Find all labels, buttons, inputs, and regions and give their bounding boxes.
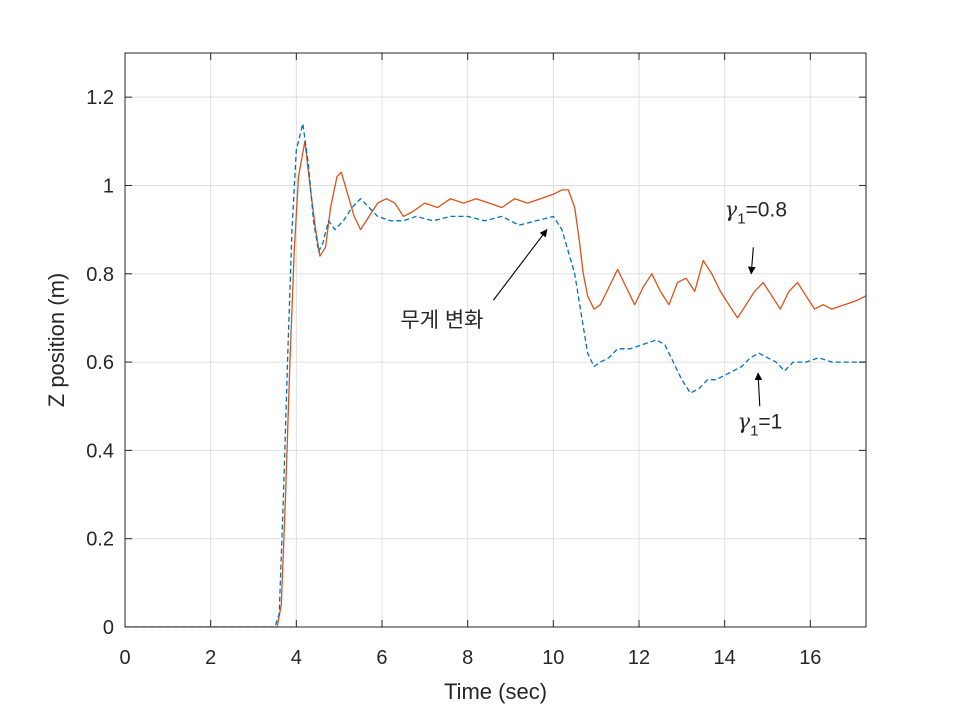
plot-area [125, 53, 866, 627]
x-tick-label: 4 [291, 647, 302, 669]
annotation-label-g08: γ1=0.8 [725, 197, 787, 227]
x-tick-label: 10 [542, 647, 564, 669]
x-axis-label: Time (sec) [444, 679, 547, 704]
x-tick-label: 8 [462, 647, 473, 669]
y-axis-label: Z position (m) [44, 273, 69, 407]
x-tick-label: 6 [376, 647, 387, 669]
y-tick-label: 1 [103, 175, 114, 197]
y-tick-label: 0.2 [86, 529, 114, 551]
y-tick-label: 0.4 [86, 440, 114, 462]
x-tick-label: 12 [628, 647, 650, 669]
plot-frame [124, 52, 867, 628]
y-tick-label: 0 [103, 617, 114, 639]
series-layer [125, 122, 866, 627]
x-tick-label: 0 [119, 647, 130, 669]
grid [125, 53, 866, 627]
y-tick-label: 0.6 [86, 352, 114, 374]
y-tick-label: 1.2 [86, 87, 114, 109]
series-line-dashed [125, 122, 866, 627]
ticks: 0 2 4 6 8 10 12 14 16 0 0.2 0.4 0.6 0.8 1 1.2 [86, 53, 866, 669]
annotation-arrow [754, 372, 763, 407]
annotation-label-g1: γ1=1 [738, 409, 783, 439]
annotations: 무게 변화 γ1=0.8 γ1=1 [400, 197, 787, 439]
y-tick-label: 0.8 [86, 264, 114, 286]
x-tick-label: 16 [799, 647, 821, 669]
series-line-solid [125, 140, 866, 627]
x-tick-label: 2 [205, 647, 216, 669]
x-tick-label: 14 [714, 647, 736, 669]
annotation-arrow [492, 229, 548, 301]
annotation-label-weight: 무게 변화 [400, 309, 483, 332]
annotation-arrow [747, 247, 756, 275]
